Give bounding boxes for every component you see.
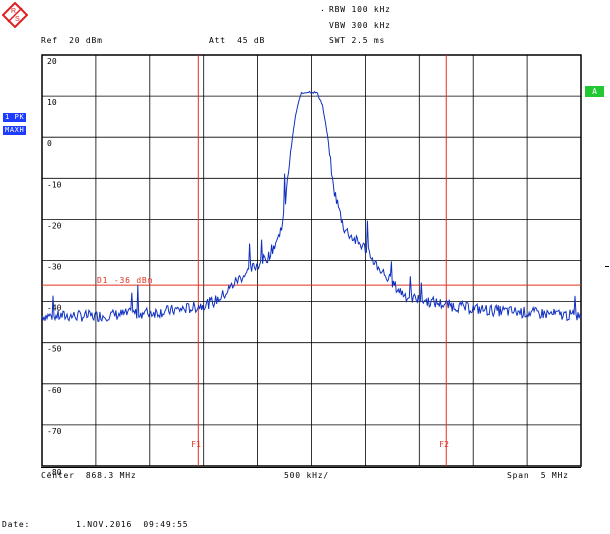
sweep-time-readout: SWT 2.5 ms [329,36,386,45]
display-line: D1 -36 dBm [42,276,581,286]
rohde-schwarz-logo: R S [2,2,28,28]
date-value: 1.NOV.2016 09:49:55 [76,520,189,529]
y-tick-label: 0 [47,139,52,148]
display-line-label: D1 -36 dBm [97,276,153,285]
per-div-readout: 500 kHz/ [284,471,329,480]
date-label: Date: [2,520,31,529]
grid [41,54,582,467]
y-tick-label: -70 [47,427,62,436]
svg-text:S: S [15,16,20,23]
attenuation-readout: Att 45 dB [209,36,266,45]
y-tick-label: -80 [47,468,62,477]
y-tick-label: 20 [47,57,57,66]
center-freq-readout: Center 868.3 MHz [41,471,137,480]
y-tick-label: -30 [47,263,62,272]
marker-label-f1: F1 [191,440,201,449]
detector-label: MAXH [3,126,27,135]
vbw-readout: VBW 300 kHz [329,21,391,30]
trace-a-badge: A [585,86,604,97]
right-edge-tick [605,266,609,267]
svg-text:R: R [11,8,16,15]
rbw-readout: RBW 100 kHz [329,5,391,14]
trace-mode-label: 1 PK [3,113,27,122]
y-tick-label: -20 [47,221,62,230]
footer-rule [41,467,581,468]
y-tick-label: -50 [47,345,62,354]
spectrum-trace [41,90,582,322]
frequency-markers: F1 F2 [191,55,449,466]
y-tick-label: -10 [47,180,62,189]
rbw-indicator-dot: · [320,6,326,15]
marker-label-f2: F2 [439,440,449,449]
y-tick-label: 10 [47,98,57,107]
ref-level-readout: Ref 20 dBm [41,36,103,45]
span-readout: Span 5 MHz [507,471,569,480]
y-tick-label: -60 [47,386,62,395]
y-tick-labels: 20 10 0 -10 -20 -30 -40 -50 -60 -70 -80 [47,57,62,477]
y-tick-label: -40 [47,304,62,313]
